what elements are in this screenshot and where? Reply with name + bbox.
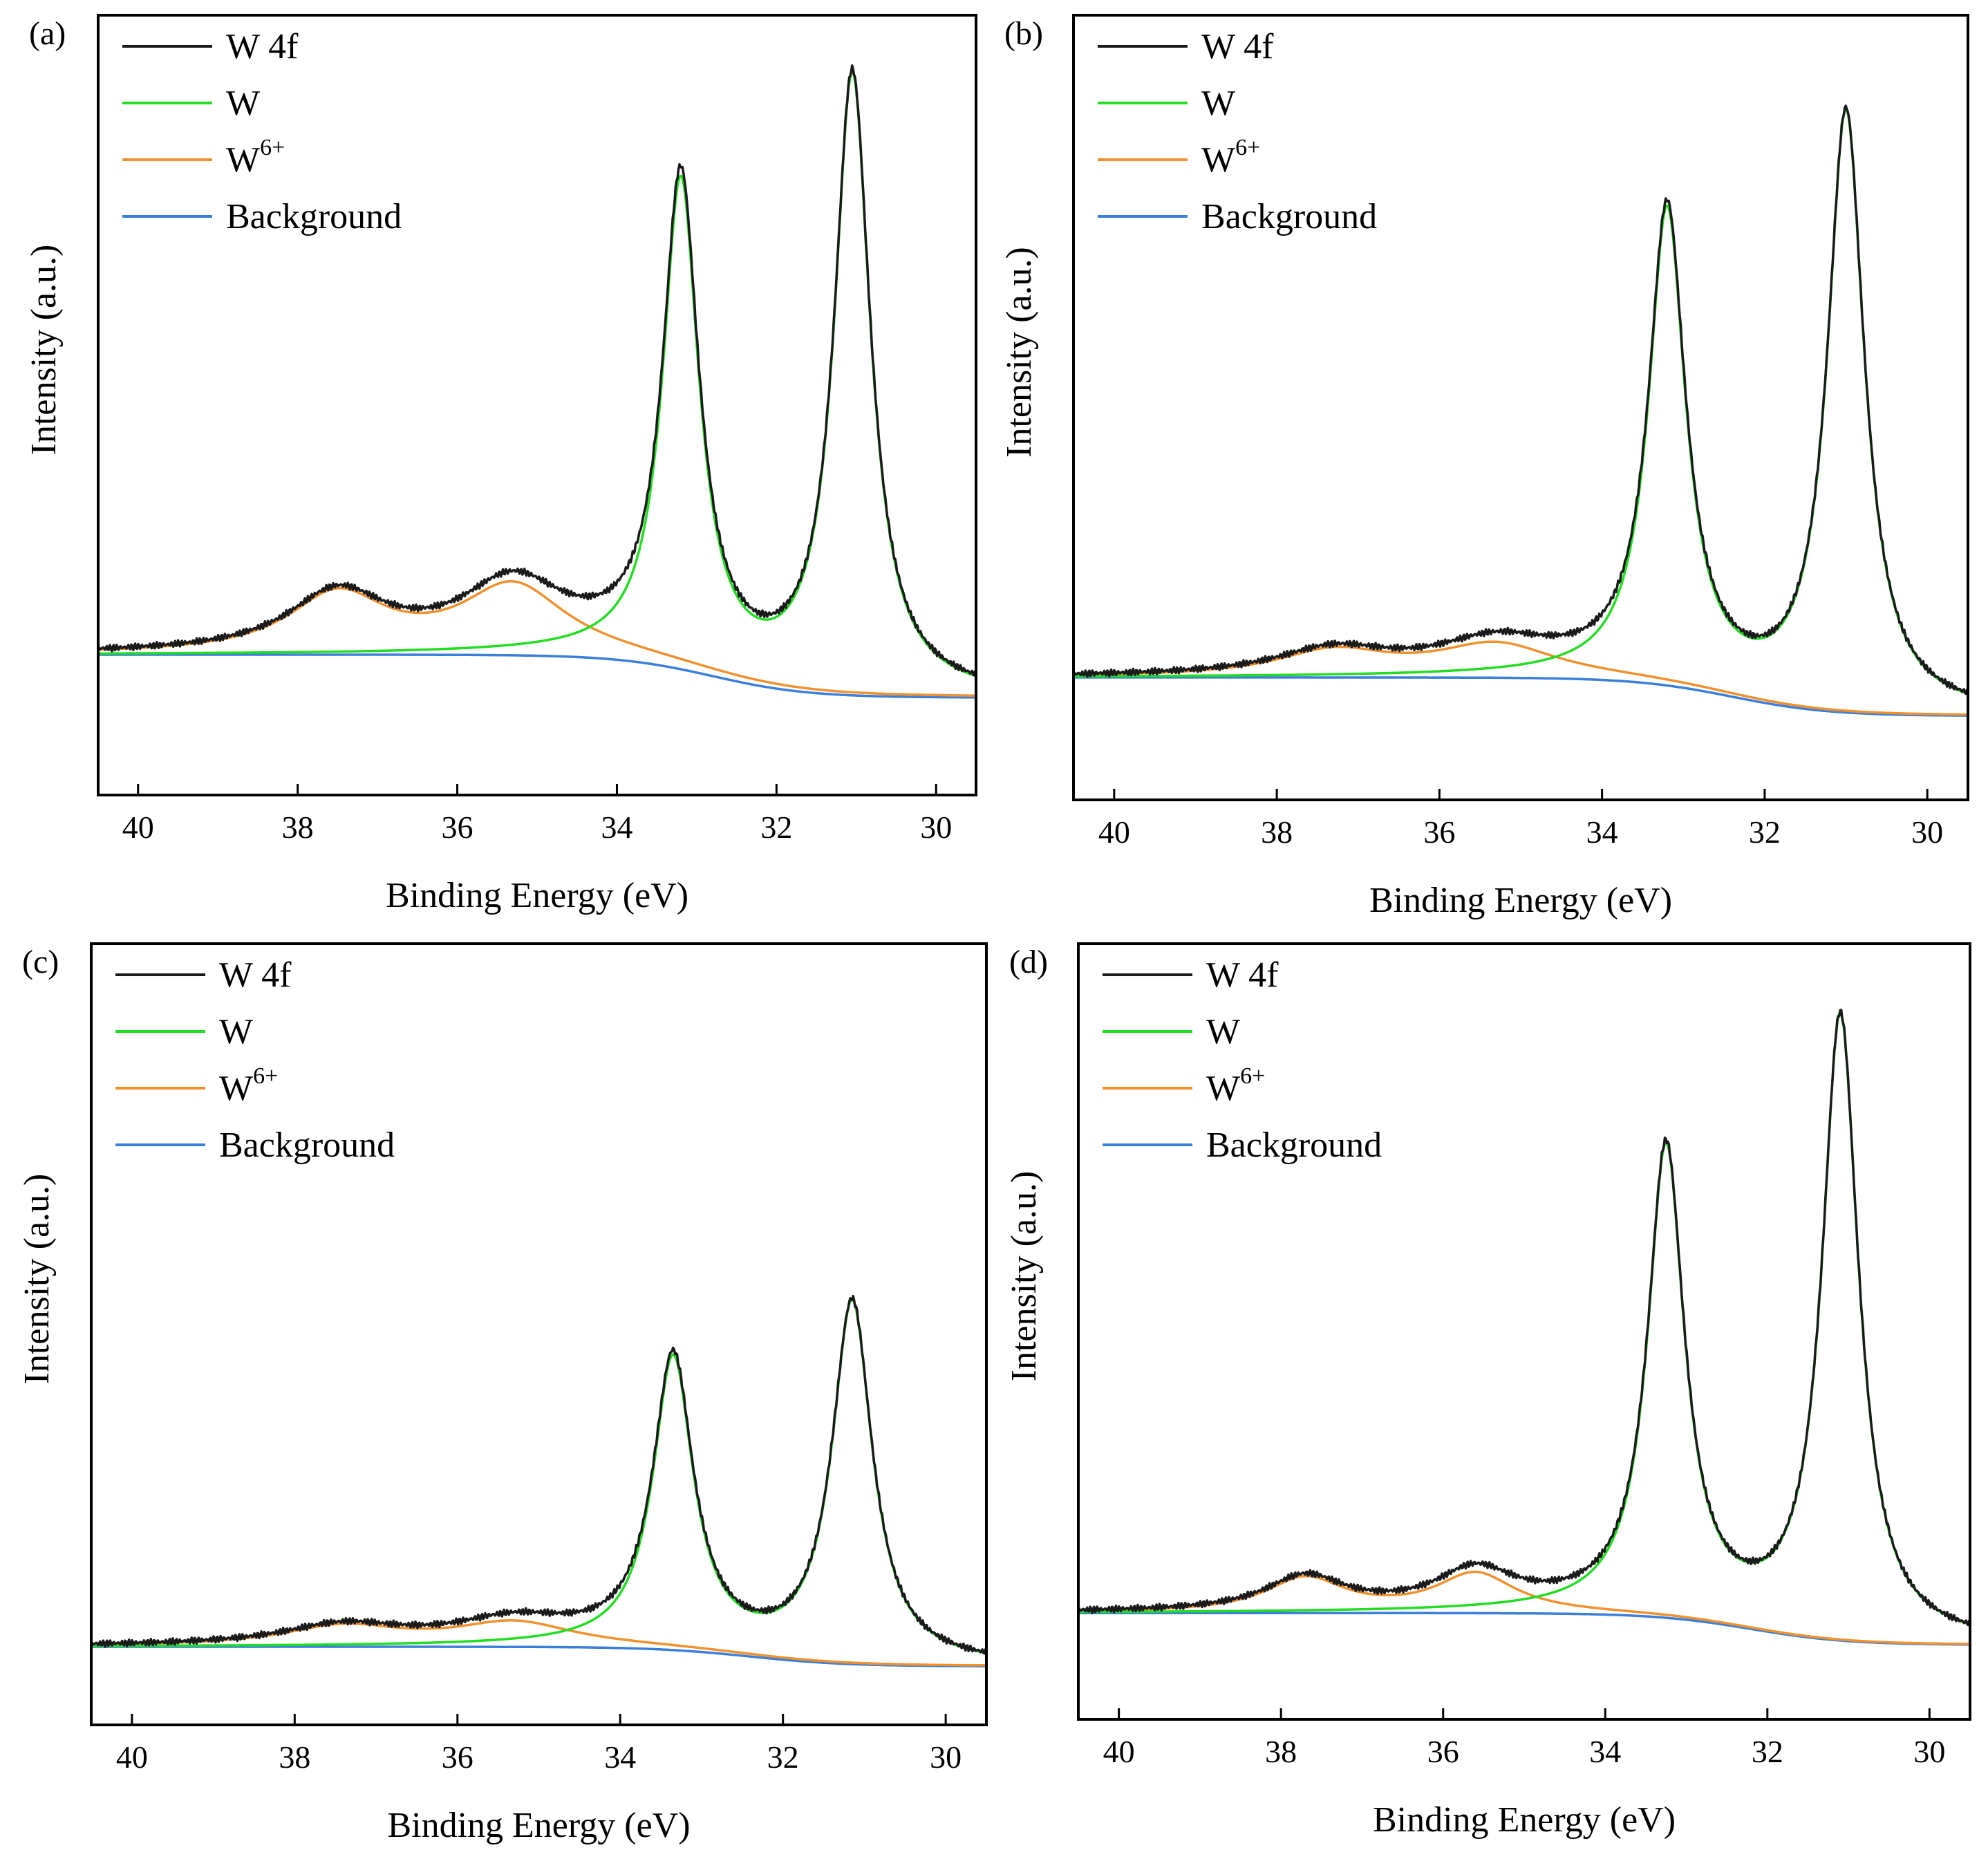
x-tick-label: 40 (1103, 1734, 1135, 1769)
series-background-line (97, 653, 977, 699)
series-w6-line (1077, 1570, 1971, 1645)
x-tick-label: 40 (1098, 814, 1130, 850)
x-axis-title: Binding Energy (eV) (387, 1806, 690, 1845)
series-w4f-line (1077, 1009, 1971, 1627)
plot-frame (90, 942, 988, 1726)
y-axis-title: Intensity (a.u.) (1004, 1171, 1044, 1382)
legend-label-w: W (1201, 84, 1235, 123)
series-w4f-line (90, 1294, 988, 1655)
plot-frame (1072, 14, 1969, 801)
series-w4f-line (97, 64, 977, 677)
x-tick-label: 36 (1423, 814, 1455, 850)
x-axis-title: Binding Energy (eV) (1369, 881, 1672, 920)
series-w6-line (90, 1619, 988, 1667)
x-tick-label: 30 (1911, 814, 1943, 850)
x-tick-label: 34 (1589, 1734, 1621, 1769)
legend-label-background: Background (1201, 197, 1377, 236)
x-tick-label: 36 (442, 810, 473, 845)
x-tick-label: 34 (601, 810, 632, 845)
x-tick-label: 36 (1427, 1734, 1459, 1769)
x-tick-label: 36 (442, 1739, 473, 1775)
series-w6-line (97, 580, 977, 697)
legend-label-w6: W6+ (1206, 1063, 1265, 1108)
x-tick-label: 40 (122, 810, 154, 845)
panel-label: (c) (22, 944, 59, 980)
panel-b: 40 38 36 34 32 30 Binding Energy (eV) Intensity… (1000, 14, 1969, 920)
y-axis-title: Intensity (a.u.) (17, 1174, 57, 1385)
legend-label-w: W (226, 84, 260, 123)
x-axis-title: Binding Energy (eV) (1373, 1800, 1676, 1840)
legend-label-sup: 6+ (1240, 1063, 1265, 1089)
legend-label-sup: 6+ (1235, 135, 1260, 160)
series-background-line (90, 1645, 988, 1668)
legend-label-w6: W6+ (1201, 135, 1260, 180)
x-tick-label: 38 (282, 810, 314, 845)
plot-frame (97, 14, 977, 796)
panel-label: (b) (1004, 15, 1043, 52)
x-tick-label: 34 (1586, 814, 1618, 850)
legend-label-background: Background (219, 1125, 395, 1165)
x-tick-label: 32 (767, 1739, 799, 1775)
legend-label-background: Background (226, 197, 402, 236)
x-tick-label: 38 (1265, 1734, 1297, 1769)
legend-label-w4f: W 4f (1206, 955, 1279, 995)
legend-label-w: W (1206, 1012, 1240, 1052)
x-tick-label: 38 (1261, 814, 1293, 850)
legend-label-sup: 6+ (253, 1063, 278, 1089)
legend-label-w4f: W 4f (219, 955, 292, 995)
series-background-line (1072, 676, 1969, 717)
panel-a: 40 38 36 34 32 30 Binding Energy (eV) Intensity… (24, 14, 977, 915)
y-axis-title: Intensity (a.u.) (1000, 247, 1039, 458)
y-axis-title: Intensity (a.u.) (24, 245, 64, 456)
legend-label-w: W (219, 1012, 253, 1052)
panel-d: 40 38 36 34 32 30 Binding Energy (eV) Intensity… (1004, 942, 1971, 1840)
x-tick-label: 32 (1752, 1734, 1783, 1769)
x-tick-label: 38 (279, 1739, 310, 1775)
legend-label-w4f: W 4f (1201, 27, 1274, 66)
legend: W 4f W W6+ Background (122, 27, 402, 236)
legend: W 4f W W6+ Background (1103, 955, 1382, 1165)
plot-frame (1077, 942, 1971, 1721)
x-tick-label: 34 (604, 1739, 636, 1775)
x-tick-label: 30 (930, 1739, 962, 1775)
legend-label-w6: W6+ (226, 135, 285, 180)
x-tick-label: 30 (1913, 1734, 1945, 1769)
legend-label-background: Background (1206, 1125, 1382, 1165)
legend: W 4f W W6+ Background (1098, 27, 1377, 236)
panel-label: (a) (29, 15, 66, 52)
panel-c: 40 38 36 34 32 30 Binding Energy (eV) Intensity… (17, 942, 988, 1845)
legend: W 4f W W6+ Background (115, 955, 395, 1165)
legend-label-w4f: W 4f (226, 27, 299, 66)
x-tick-label: 32 (760, 810, 792, 845)
series-w-line (90, 1298, 988, 1654)
legend-label-w6: W6+ (219, 1063, 278, 1108)
x-tick-label: 40 (116, 1739, 148, 1775)
legend-label-sup: 6+ (260, 135, 285, 160)
x-tick-label: 32 (1749, 814, 1781, 850)
panel-label: (d) (1009, 944, 1048, 980)
x-axis-title: Binding Energy (eV) (386, 876, 688, 915)
x-tick-label: 30 (920, 810, 952, 845)
series-w4f-line (1072, 104, 1969, 695)
